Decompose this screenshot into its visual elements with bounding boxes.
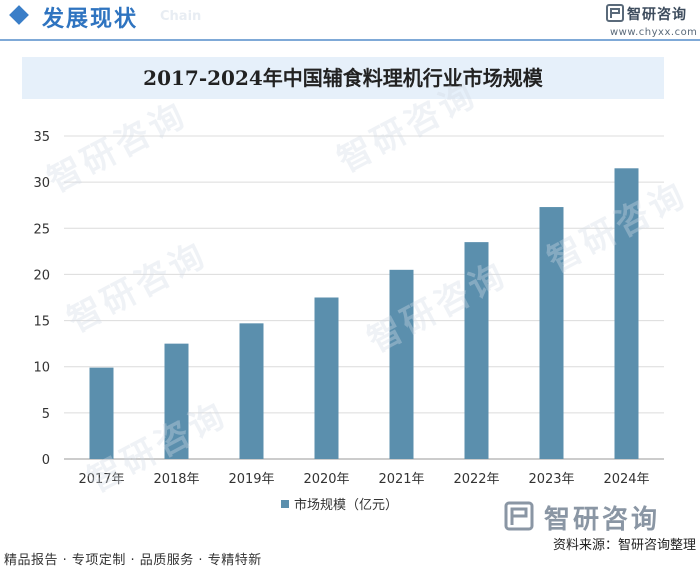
x-tick-label: 2019年 (228, 472, 274, 487)
bottom-brand-name: 智研咨询 (544, 505, 661, 535)
bar (614, 168, 639, 460)
chart-panel: 2017-2024年中国辅食料理机行业市场规模 0 5 10 15 20 25 30 35 20… (0, 41, 700, 545)
section-subtitle: Chain (160, 9, 202, 24)
bar (389, 269, 414, 459)
x-tick-label: 2023年 (528, 472, 574, 487)
header-divider (0, 39, 700, 41)
brand-logo-icon (504, 501, 534, 531)
page-header: 发展现状 Chain 智研咨询 www.chyxx.com (0, 0, 700, 41)
bar (464, 242, 489, 459)
x-tick-label: 2021年 (378, 472, 424, 487)
bar-chart: 0 5 10 15 20 25 30 35 2017年 2018年 2019年 2020年 2021年 2… (33, 130, 664, 513)
x-tick-label: 2020年 (303, 472, 349, 487)
bar (239, 323, 264, 459)
bar (539, 207, 564, 459)
x-tick-label: 2018年 (153, 472, 199, 487)
bar (314, 297, 339, 459)
source-note: 资料来源：智研咨询整理 (552, 538, 696, 553)
bottom-brand-logo: 智研咨询 (504, 497, 700, 535)
diamond-icon (9, 5, 29, 25)
y-tick-label: 0 (42, 453, 50, 468)
y-tick-label: 10 (33, 361, 50, 376)
header-brand-name: 智研咨询 (627, 7, 687, 23)
x-tick-label: 2022年 (453, 472, 499, 487)
y-tick-label: 35 (33, 130, 50, 145)
y-tick-label: 5 (42, 407, 50, 422)
header-brand-url: www.chyxx.com (610, 27, 698, 38)
brand-logo-icon (606, 4, 624, 22)
bar (164, 343, 189, 459)
y-tick-label: 25 (33, 222, 50, 237)
chart-title: 2017-2024年中国辅食料理机行业市场规模 (143, 66, 543, 90)
legend-label: 市场规模（亿元） (294, 497, 398, 513)
legend-swatch (281, 500, 289, 508)
x-tick-label: 2024年 (603, 472, 649, 487)
footer-slogan: 精品报告 · 专项定制 · 品质服务 · 专精特新 (4, 553, 262, 568)
x-tick-label: 2017年 (78, 472, 124, 487)
bar (89, 367, 114, 459)
y-tick-label: 30 (33, 176, 50, 191)
y-tick-label: 15 (33, 315, 50, 330)
section-title: 发展现状 (42, 7, 139, 32)
header-brand-logo: 智研咨询 www.chyxx.com (606, 4, 700, 40)
chart-title-bar: 2017-2024年中国辅食料理机行业市场规模 (22, 57, 664, 99)
y-tick-label: 20 (33, 268, 50, 283)
page-footer: 精品报告 · 专项定制 · 品质服务 · 专精特新 (0, 548, 700, 568)
